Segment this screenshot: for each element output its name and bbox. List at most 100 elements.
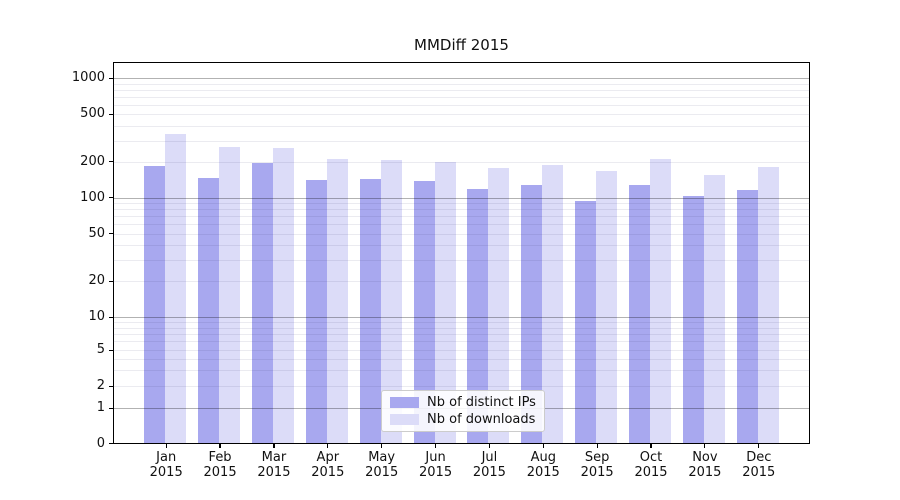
x-tick-year: 2015	[419, 464, 453, 480]
minor-gridline-4	[113, 358, 810, 360]
x-tick-year: 2015	[149, 464, 183, 480]
x-tick-dec	[758, 443, 760, 448]
bar-downloads-mar	[272, 148, 294, 444]
bar-ips-nov	[682, 196, 704, 444]
bar-downloads-feb	[219, 147, 241, 444]
x-tick-month: Dec	[746, 449, 772, 465]
minor-gridline-2	[113, 386, 810, 387]
x-tick-month: Jan	[156, 449, 177, 465]
y-tick-label-50: 50	[88, 225, 105, 241]
minor-gridline-300	[113, 140, 810, 142]
minor-gridline-5	[113, 350, 810, 351]
bar-downloads-jun	[434, 161, 456, 444]
x-tick-label-sep: Sep 2015	[570, 450, 624, 480]
minor-gridline-9	[113, 322, 810, 324]
x-tick-year: 2015	[526, 464, 560, 480]
legend-swatch-downloads	[390, 414, 419, 425]
x-tick-label-mar: Mar 2015	[247, 450, 301, 480]
chart-title: MMDiff 2015	[414, 36, 509, 54]
minor-gridline-200	[113, 161, 810, 163]
minor-gridline-60	[113, 224, 810, 226]
minor-gridline-400	[113, 125, 810, 127]
minor-gridline-40	[113, 245, 810, 247]
x-tick-label-jul: Jul 2015	[462, 450, 516, 480]
x-tick-sep	[596, 443, 598, 448]
x-tick-jul	[488, 443, 490, 448]
bar-ips-aug	[521, 185, 543, 444]
x-tick-year: 2015	[311, 464, 345, 480]
x-tick-year: 2015	[472, 464, 506, 480]
legend-row: Nb of downloads	[390, 412, 536, 428]
x-tick-year: 2015	[742, 464, 776, 480]
x-tick-label-may: May 2015	[355, 450, 409, 480]
x-tick-month: Aug	[530, 449, 556, 465]
y-tick-label-5: 5	[96, 342, 105, 357]
x-tick-month: Mar	[261, 449, 287, 465]
y-tick-label-10: 10	[88, 309, 105, 324]
bar-downloads-sep	[596, 170, 618, 444]
minor-gridline-7	[113, 333, 810, 335]
bar-downloads-oct	[650, 158, 672, 444]
bar-downloads-jan	[165, 134, 187, 444]
bar-ips-sep	[575, 200, 597, 444]
bar-ips-apr	[305, 179, 327, 444]
x-tick-label-feb: Feb 2015	[193, 450, 247, 480]
x-tick-month: Jul	[481, 449, 498, 465]
bar-ips-jan	[144, 166, 166, 444]
y-tick-100	[108, 197, 113, 199]
x-tick-apr	[327, 443, 329, 448]
y-tick-20	[108, 280, 113, 282]
x-tick-aug	[542, 443, 544, 448]
minor-gridline-3	[113, 370, 810, 372]
bar-ips-jun	[413, 181, 435, 444]
bar-downloads-nov	[703, 174, 725, 444]
y-tick-label-200: 200	[80, 153, 105, 169]
x-tick-year: 2015	[365, 464, 399, 480]
minor-gridline-600	[113, 104, 810, 106]
y-tick-2	[108, 385, 113, 387]
x-tick-label-dec: Dec 2015	[732, 450, 786, 480]
legend-row: Nb of distinct IPs	[390, 395, 536, 411]
minor-gridline-800	[113, 89, 810, 91]
y-tick-label-20: 20	[88, 273, 105, 289]
y-tick-1	[108, 407, 113, 409]
x-tick-label-oct: Oct 2015	[624, 450, 678, 480]
bar-ips-dec	[736, 189, 758, 444]
y-tick-0	[108, 443, 113, 445]
y-tick-label-0: 0	[96, 435, 105, 451]
legend: Nb of distinct IPs Nb of downloads	[381, 390, 545, 432]
x-tick-jan	[165, 443, 167, 448]
bar-downloads-aug	[542, 165, 564, 444]
x-tick-label-aug: Aug 2015	[516, 450, 570, 480]
legend-label-downloads: Nb of downloads	[427, 412, 536, 427]
x-tick-month: Jun	[425, 449, 446, 465]
x-tick-mar	[273, 443, 275, 448]
minor-gridline-30	[113, 260, 810, 262]
minor-gridline-6	[113, 341, 810, 343]
x-tick-month: May	[368, 449, 396, 465]
x-tick-label-apr: Apr 2015	[301, 450, 355, 480]
x-tick-label-nov: Nov 2015	[678, 450, 732, 480]
bar-downloads-jul	[488, 168, 510, 444]
legend-label-distinct-ips: Nb of distinct IPs	[427, 395, 536, 410]
y-tick-5	[108, 349, 113, 351]
x-tick-month: Nov	[692, 449, 718, 465]
x-tick-year: 2015	[203, 464, 237, 480]
y-tick-500	[108, 113, 113, 115]
y-tick-label-500: 500	[80, 106, 105, 122]
x-tick-year: 2015	[688, 464, 722, 480]
x-tick-label-jan: Jan 2015	[139, 450, 193, 480]
x-tick-year: 2015	[580, 464, 614, 480]
legend-swatch-distinct-ips	[390, 397, 419, 408]
major-gridline-1000	[113, 78, 810, 80]
y-tick-50	[108, 233, 113, 235]
x-tick-month: Feb	[208, 449, 232, 465]
minor-gridline-8	[113, 327, 810, 329]
x-tick-month: Sep	[584, 449, 610, 465]
minor-gridline-70	[113, 216, 810, 218]
bar-ips-mar	[251, 162, 273, 444]
y-tick-1000	[108, 77, 113, 80]
x-tick-feb	[219, 443, 221, 448]
